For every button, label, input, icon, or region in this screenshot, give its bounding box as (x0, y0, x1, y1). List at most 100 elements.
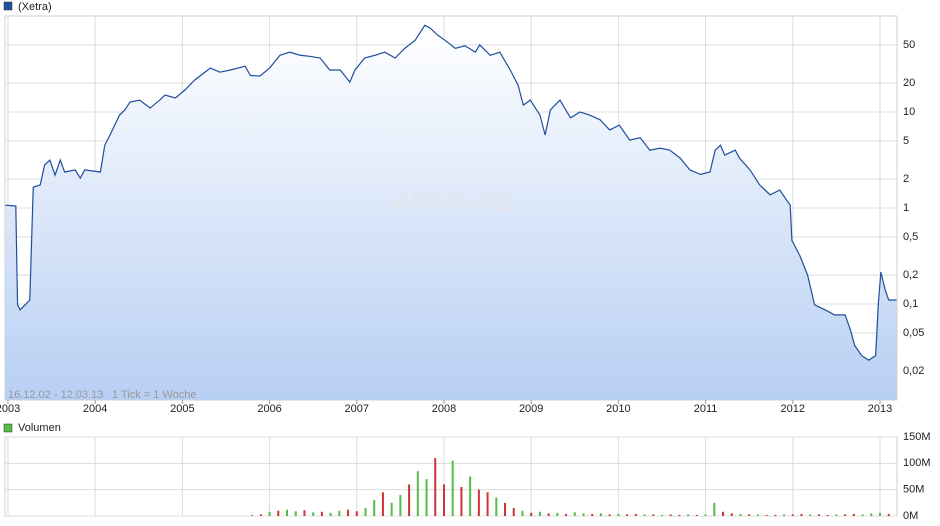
volume-bar (512, 508, 515, 516)
volume-bar (530, 512, 533, 516)
y-tick-label: 100M (903, 457, 931, 469)
x-tick-label: 2011 (694, 403, 718, 415)
volume-bar (852, 513, 855, 516)
x-tick-label: 2008 (432, 403, 456, 415)
volume-bar (434, 458, 437, 516)
volume-bar (748, 514, 751, 516)
volume-bar (599, 513, 602, 516)
tick-note: 1 Tick = 1 Woche (112, 389, 196, 401)
volume-bar (660, 514, 663, 516)
y-tick-label: 0,5 (903, 231, 918, 243)
volume-bar (399, 494, 402, 516)
volume-bar (355, 511, 358, 516)
x-tick-label: 2004 (83, 403, 107, 415)
volume-bar (844, 514, 847, 516)
y-tick-label: 2 (903, 173, 909, 185)
volume-bar (460, 487, 463, 516)
x-tick-label: 2003 (0, 403, 20, 415)
volume-bar (477, 489, 480, 516)
volume-bar (783, 514, 786, 516)
x-tick-label: 2007 (345, 403, 369, 415)
volume-bar (556, 512, 559, 516)
volume-bar (364, 508, 367, 516)
volume-bar (469, 476, 472, 516)
volume-bar (416, 471, 419, 516)
volume-bar (835, 514, 838, 516)
volume-bar (695, 514, 698, 516)
watermark: ARIVA.DE (390, 186, 514, 216)
volume-bar (800, 513, 803, 516)
volume-bar (809, 514, 812, 516)
volume-bar (756, 514, 759, 516)
volume-bar (791, 514, 794, 516)
y-tick-label: 20 (903, 77, 915, 89)
y-tick-label: 150M (903, 431, 931, 443)
volume-bar (739, 513, 742, 516)
legend-swatch (3, 1, 13, 11)
volume-bar (338, 510, 341, 516)
volume-bar (251, 514, 254, 516)
volume-bar (373, 500, 376, 516)
y-tick-label: 5 (903, 135, 909, 147)
volume-bar (486, 492, 489, 516)
y-tick-label: 1 (903, 202, 909, 214)
volume-bar (704, 514, 707, 516)
volume-bar (303, 510, 306, 516)
marks (5, 24, 897, 516)
x-tick-label: 2005 (170, 403, 194, 415)
volume-bar (887, 513, 890, 516)
y-tick-label: 0,2 (903, 269, 918, 281)
volume-bar (451, 460, 454, 516)
volume-bar (442, 484, 445, 516)
volume-bar (626, 514, 629, 516)
volume-bar (381, 492, 384, 516)
price-line (5, 24, 897, 361)
volume-bar (573, 512, 576, 516)
volume-bar (643, 514, 646, 516)
volume-bar (521, 510, 524, 516)
x-tick-label: 2010 (606, 403, 630, 415)
volume-bar (870, 513, 873, 516)
volume-bar (294, 511, 297, 516)
volume-bar (617, 513, 620, 516)
volume-bar (591, 513, 594, 516)
volume-bar (347, 509, 350, 516)
volume-bar (652, 514, 655, 516)
volume-bar (687, 514, 690, 516)
volume-bar (713, 502, 716, 516)
volume-bar (268, 511, 271, 516)
volume-panel (4, 436, 898, 517)
legend-label: (Xetra) (18, 1, 52, 13)
y-tick-label: 0,1 (903, 298, 918, 310)
volume-bar (390, 502, 393, 516)
volume-bar (320, 511, 323, 516)
x-tick-label: 2013 (868, 403, 892, 415)
volume-bar (826, 514, 829, 516)
volume-bar (678, 514, 681, 516)
volume-bar (774, 514, 777, 516)
legend-label: Volumen (18, 422, 61, 434)
volume-bar (669, 514, 672, 516)
x-tick-label: 2006 (257, 403, 281, 415)
volume-bar (608, 514, 611, 516)
volume-bar (312, 512, 315, 516)
price-area (5, 25, 897, 401)
y-tick-label: 0,05 (903, 327, 924, 339)
volume-bar (722, 511, 725, 516)
volume-bar (634, 513, 637, 516)
y-tick-label: 50M (903, 484, 924, 496)
volume-bar (329, 512, 332, 516)
volume-bar (878, 512, 881, 516)
volume-bar (861, 514, 864, 516)
x-tick-label: 2012 (781, 403, 805, 415)
volume-bar (582, 513, 585, 516)
volume-bar (730, 513, 733, 516)
volume-bar (277, 510, 280, 516)
x-tick-label: 2009 (519, 403, 543, 415)
volume-bar (547, 513, 550, 516)
date-range: 16.12.02 - 12.03.13 (8, 389, 103, 401)
y-tick-label: 10 (903, 106, 915, 118)
y-tick-label: 50 (903, 39, 915, 51)
volume-bar (765, 514, 768, 516)
